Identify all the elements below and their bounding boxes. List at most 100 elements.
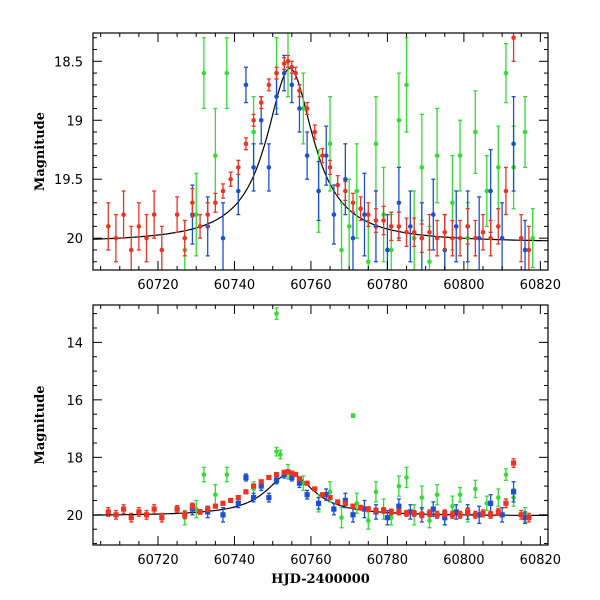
data-point bbox=[510, 481, 517, 503]
data-point bbox=[128, 225, 134, 270]
data-point bbox=[300, 475, 306, 492]
data-point bbox=[312, 124, 318, 140]
data-point bbox=[220, 183, 226, 199]
data-point bbox=[136, 202, 142, 251]
x-tick-label: 60720 bbox=[137, 553, 178, 568]
x-tick-label: 60740 bbox=[214, 553, 255, 568]
data-point bbox=[419, 223, 425, 253]
data-point bbox=[228, 497, 234, 504]
data-point bbox=[327, 481, 333, 503]
data-point bbox=[476, 505, 482, 525]
x-tick-label: 60820 bbox=[520, 553, 561, 568]
y-tick-label: 19.5 bbox=[54, 173, 83, 188]
data-point bbox=[342, 500, 348, 506]
data-point bbox=[404, 37, 409, 133]
data-point bbox=[258, 479, 264, 485]
data-point bbox=[373, 208, 379, 233]
data-point bbox=[380, 506, 387, 515]
data-point bbox=[250, 492, 257, 503]
data-point bbox=[327, 159, 333, 176]
data-point bbox=[354, 492, 360, 515]
data-point bbox=[495, 507, 501, 517]
y-tick-label: 20 bbox=[66, 509, 83, 524]
y-tick-label: 14 bbox=[66, 336, 83, 351]
data-point bbox=[408, 190, 413, 263]
data-point bbox=[526, 225, 532, 270]
data-point bbox=[174, 504, 180, 514]
x-tick-label: 60780 bbox=[367, 553, 408, 568]
data-point bbox=[105, 202, 111, 251]
data-point bbox=[243, 66, 249, 104]
y-axis: 14 16 18 20 bbox=[66, 313, 548, 545]
red-series bbox=[105, 458, 532, 523]
data-point bbox=[434, 107, 440, 204]
data-point bbox=[396, 475, 402, 497]
bottom-panel: 60720 60740 60760 60780 60800 60820 14 16 18 20 Ma… bbox=[33, 304, 561, 587]
data-point bbox=[212, 503, 218, 509]
plot-area bbox=[93, 307, 548, 530]
data-point bbox=[465, 507, 471, 517]
data-point bbox=[331, 184, 337, 245]
data-point bbox=[453, 504, 459, 520]
data-point bbox=[297, 84, 302, 98]
data-point bbox=[327, 494, 333, 501]
data-point bbox=[361, 499, 368, 519]
data-point bbox=[488, 149, 493, 233]
data-point bbox=[105, 506, 111, 517]
data-point bbox=[411, 217, 417, 248]
data-point bbox=[220, 500, 226, 506]
y-tick-label: 18.5 bbox=[54, 55, 83, 70]
data-point bbox=[339, 202, 344, 270]
data-point bbox=[530, 208, 536, 269]
data-point bbox=[434, 219, 440, 257]
data-point bbox=[480, 213, 486, 251]
data-point bbox=[243, 137, 249, 151]
data-point bbox=[457, 486, 463, 503]
data-point bbox=[450, 219, 455, 257]
data-point bbox=[484, 154, 490, 228]
data-point bbox=[243, 489, 249, 495]
data-point bbox=[473, 90, 478, 174]
x-tick-label: 60720 bbox=[137, 278, 178, 293]
data-point bbox=[339, 506, 344, 529]
plot-area bbox=[93, 33, 548, 270]
data-point bbox=[304, 489, 310, 500]
data-point bbox=[365, 511, 371, 530]
y-tick-label: 19 bbox=[66, 114, 83, 129]
data-point bbox=[522, 511, 528, 525]
data-point bbox=[113, 509, 119, 520]
data-point bbox=[235, 494, 241, 501]
data-point bbox=[426, 509, 433, 518]
data-point bbox=[335, 175, 341, 196]
data-point bbox=[205, 506, 211, 513]
data-point bbox=[354, 143, 360, 239]
y-tick-label: 18 bbox=[66, 451, 83, 466]
data-point bbox=[320, 147, 325, 164]
data-point bbox=[358, 504, 364, 511]
data-point bbox=[266, 78, 272, 92]
data-point bbox=[300, 72, 306, 145]
data-point bbox=[427, 213, 432, 251]
data-point bbox=[434, 483, 440, 506]
data-point bbox=[473, 219, 478, 257]
data-point bbox=[213, 483, 218, 506]
data-point bbox=[522, 96, 528, 169]
blue-series bbox=[190, 54, 528, 270]
data-point bbox=[503, 166, 509, 216]
data-point bbox=[182, 219, 188, 257]
data-point bbox=[346, 178, 352, 270]
data-point bbox=[419, 485, 425, 510]
data-point bbox=[266, 143, 272, 192]
x-tick-label: 60760 bbox=[290, 278, 331, 293]
data-point bbox=[518, 509, 524, 520]
data-point bbox=[323, 488, 329, 502]
data-point bbox=[201, 466, 207, 483]
data-point bbox=[488, 219, 493, 257]
data-point bbox=[457, 219, 463, 257]
data-point bbox=[365, 506, 371, 513]
data-point bbox=[457, 119, 463, 192]
data-point bbox=[243, 473, 249, 482]
data-point bbox=[343, 143, 348, 216]
data-point bbox=[442, 509, 448, 518]
data-point bbox=[274, 307, 279, 321]
